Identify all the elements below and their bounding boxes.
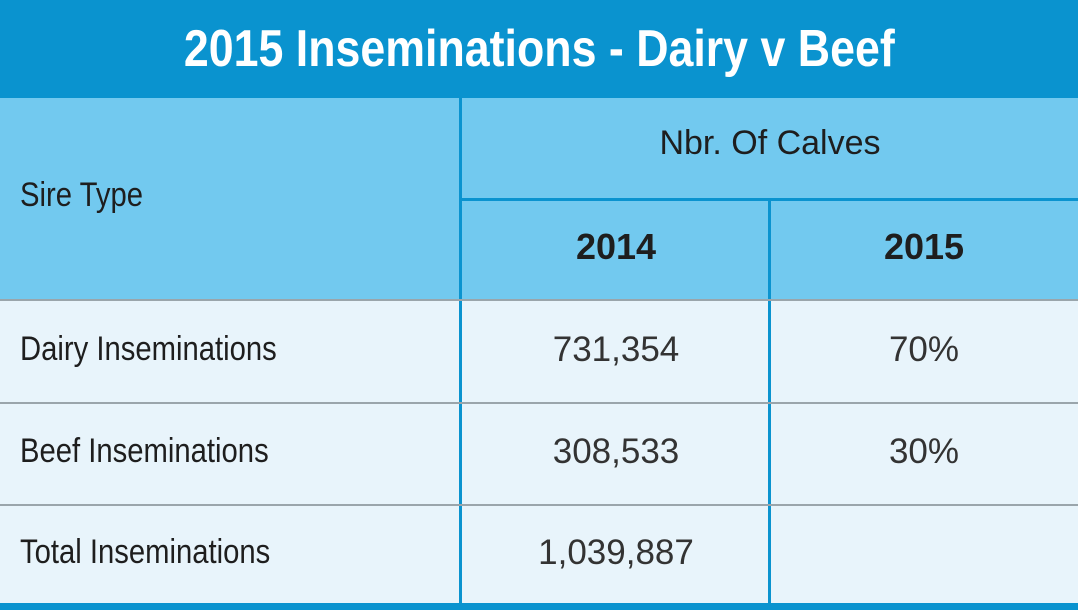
row-label-total: Total Inseminations [20,533,271,571]
row-divider-header [0,299,1078,301]
row-divider-2 [0,504,1078,506]
cell-dairy-2015: 70% [888,330,960,369]
header-sire-type: Sire Type [20,176,143,214]
cell-beef-2014: 308,533 [552,432,680,471]
row-divider-1 [0,402,1078,404]
cell-total-2014: 1,039,887 [538,533,694,572]
header-year-2014: 2014 [575,226,657,267]
title-bar: 2015 Inseminations - Dairy v Beef [0,0,1078,98]
header-nbr-of-calves: Nbr. Of Calves [659,124,881,162]
cell-beef-2015: 30% [888,432,960,471]
row-label-dairy: Dairy Inseminations [20,330,277,368]
column-divider-2 [768,200,771,603]
column-divider-1 [459,98,462,603]
cell-dairy-2014: 731,354 [552,330,680,369]
table-title: 2015 Inseminations - Dairy v Beef [183,20,895,78]
bottom-border [0,603,1078,610]
header-subdivider [461,198,1078,201]
header-year-2015: 2015 [883,226,965,267]
row-label-beef: Beef Inseminations [20,432,269,470]
